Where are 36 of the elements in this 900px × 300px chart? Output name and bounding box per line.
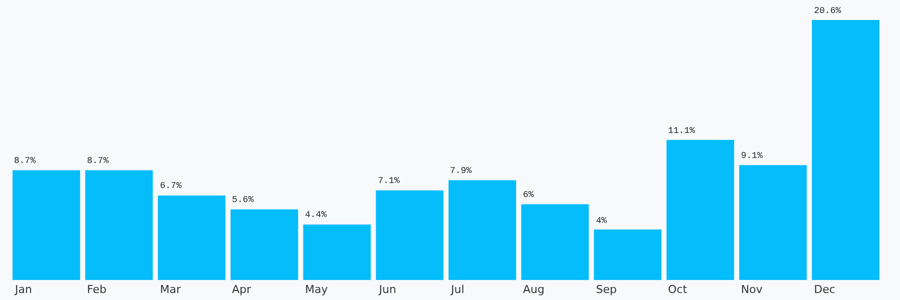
x-tick-label: Mar — [160, 283, 182, 296]
bar — [448, 180, 516, 280]
bar — [521, 204, 589, 280]
data-label: 8.7% — [14, 156, 36, 166]
x-tick-label: Jun — [378, 283, 396, 296]
x-tick-label: Jul — [450, 283, 464, 296]
bar — [158, 195, 226, 280]
bar — [12, 170, 80, 280]
bar — [666, 140, 734, 280]
bar — [303, 224, 371, 280]
bar — [812, 20, 880, 280]
data-label: 9.1% — [741, 151, 764, 161]
data-label: 8.7% — [87, 156, 110, 166]
data-label: 20.6% — [814, 6, 842, 16]
bar — [230, 209, 298, 280]
bar — [85, 170, 153, 280]
bar — [594, 230, 662, 280]
data-label: 4% — [596, 216, 608, 226]
bar — [739, 165, 807, 280]
data-label: 7.9% — [450, 166, 472, 176]
x-tick-label: Sep — [596, 283, 617, 296]
x-tick-label: Apr — [232, 283, 252, 296]
data-label: 7.1% — [378, 176, 400, 186]
x-tick-label: May — [305, 283, 328, 296]
data-label: 6% — [523, 190, 534, 200]
data-label: 5.6% — [232, 195, 254, 205]
x-tick-label: Aug — [523, 283, 544, 296]
x-tick-label: Jan — [14, 283, 32, 296]
data-label: 11.1% — [668, 126, 696, 136]
x-tick-label: Oct — [668, 283, 688, 296]
x-tick-label: Feb — [87, 283, 106, 296]
data-label: 4.4% — [305, 210, 328, 220]
x-tick-label: Nov — [741, 283, 763, 296]
x-tick-label: Dec — [814, 283, 836, 296]
bar — [376, 190, 444, 280]
data-label: 6.7% — [160, 181, 182, 191]
